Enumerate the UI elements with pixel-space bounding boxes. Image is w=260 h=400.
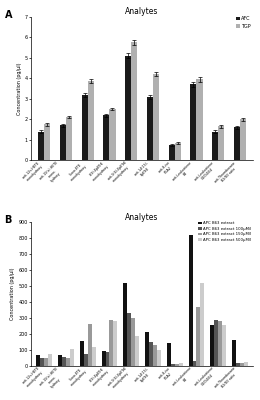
Bar bbox=[40, 358, 44, 366]
Bar bbox=[218, 321, 222, 366]
Bar bbox=[58, 355, 62, 366]
Bar bbox=[169, 145, 175, 160]
Bar bbox=[131, 318, 135, 366]
Bar bbox=[197, 307, 200, 366]
Bar bbox=[92, 347, 95, 366]
Bar bbox=[113, 321, 117, 366]
Bar bbox=[82, 95, 88, 160]
Bar bbox=[80, 341, 84, 366]
Bar bbox=[190, 84, 197, 160]
Text: A: A bbox=[4, 10, 12, 20]
Bar bbox=[175, 364, 179, 366]
Bar bbox=[189, 235, 193, 366]
Bar bbox=[125, 56, 131, 160]
Bar bbox=[157, 350, 161, 366]
Bar bbox=[244, 362, 248, 366]
Title: Analytes: Analytes bbox=[125, 212, 159, 222]
Bar bbox=[135, 336, 139, 366]
Title: Analytes: Analytes bbox=[125, 7, 159, 16]
Bar bbox=[210, 325, 214, 366]
Y-axis label: Concentration (pg/μl): Concentration (pg/μl) bbox=[17, 62, 22, 115]
Bar bbox=[171, 364, 175, 366]
Legend: AFC, TGP: AFC, TGP bbox=[236, 16, 251, 29]
Bar bbox=[145, 332, 149, 366]
Text: B: B bbox=[4, 215, 12, 225]
Bar bbox=[88, 81, 94, 160]
Bar bbox=[218, 126, 224, 160]
Bar bbox=[175, 143, 181, 160]
Bar bbox=[60, 126, 66, 160]
Bar bbox=[153, 345, 157, 366]
Bar bbox=[167, 343, 171, 366]
Bar bbox=[240, 363, 244, 366]
Bar bbox=[106, 352, 109, 366]
Bar bbox=[222, 325, 226, 366]
Bar bbox=[62, 357, 66, 366]
Bar bbox=[109, 320, 113, 366]
Bar bbox=[44, 358, 48, 366]
Bar bbox=[84, 354, 88, 366]
Bar bbox=[38, 132, 44, 160]
Bar bbox=[240, 119, 246, 160]
Y-axis label: Concentration (pg/μl): Concentration (pg/μl) bbox=[10, 268, 16, 320]
Bar bbox=[212, 132, 218, 160]
Bar bbox=[232, 340, 236, 366]
Bar bbox=[48, 354, 52, 366]
Bar bbox=[103, 115, 109, 160]
Bar bbox=[88, 324, 92, 366]
Bar bbox=[36, 356, 40, 366]
Bar bbox=[66, 358, 70, 366]
Bar bbox=[234, 128, 240, 160]
Bar bbox=[200, 283, 204, 366]
Bar bbox=[149, 342, 153, 366]
Bar bbox=[66, 117, 72, 160]
Bar bbox=[44, 124, 50, 160]
Legend: APC B63 extract, APC B63 extract 100μM/I, APC B63 extract 150μM/I, APC B63 extra: APC B63 extract, APC B63 extract 100μM/I… bbox=[198, 221, 251, 242]
Bar bbox=[214, 320, 218, 366]
Bar bbox=[70, 349, 74, 366]
Bar bbox=[109, 109, 115, 160]
Bar bbox=[127, 313, 131, 366]
Bar bbox=[124, 283, 127, 366]
Bar bbox=[153, 74, 159, 160]
Bar bbox=[147, 97, 153, 160]
Bar bbox=[131, 42, 137, 160]
Bar bbox=[236, 364, 240, 366]
Bar bbox=[179, 363, 183, 366]
Bar bbox=[197, 79, 203, 160]
Bar bbox=[193, 361, 197, 366]
Bar bbox=[102, 351, 106, 366]
